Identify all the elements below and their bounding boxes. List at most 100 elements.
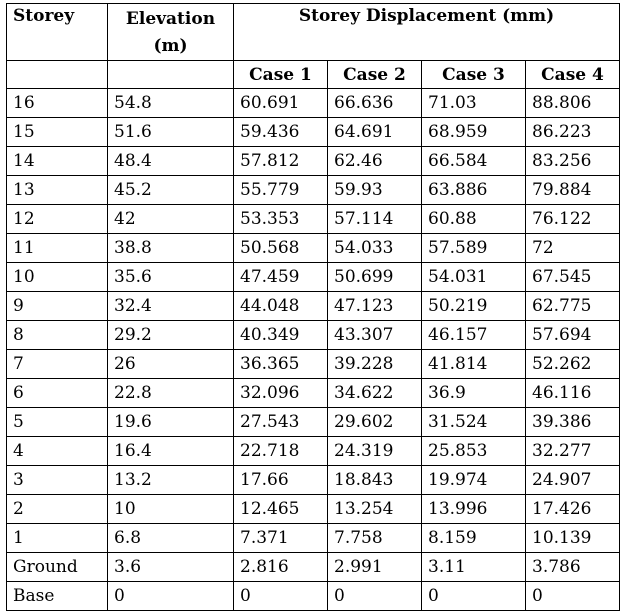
case-4-cell: 0	[525, 581, 620, 611]
table-row: Ground 3.6 2.816 2.991 3.11 3.786	[6, 552, 620, 582]
table-row: 15 51.6 59.436 64.691 68.959 86.223	[6, 117, 620, 147]
elevation-cell: 13.2	[107, 465, 234, 495]
table-row: Base 0 0 0 0 0	[6, 581, 620, 611]
case-3-cell: 19.974	[421, 465, 526, 495]
case-2-cell: 43.307	[327, 320, 422, 350]
case-3-cell: 3.11	[421, 552, 526, 582]
case-4-cell: 24.907	[525, 465, 620, 495]
case-4-cell: 32.277	[525, 436, 620, 466]
table-row: 8 29.2 40.349 43.307 46.157 57.694	[6, 320, 620, 350]
case-1-cell: 12.465	[233, 494, 328, 524]
storey-cell: 4	[6, 436, 108, 466]
case-1-cell: 57.812	[233, 146, 328, 176]
table-row: 13 45.2 55.779 59.93 63.886 79.884	[6, 175, 620, 205]
case-2-cell: 54.033	[327, 233, 422, 263]
case-2-cell: 29.602	[327, 407, 422, 437]
case-4-cell: 62.775	[525, 291, 620, 321]
case-1-cell: 40.349	[233, 320, 328, 350]
storey-cell: 14	[6, 146, 108, 176]
case-3-cell: 8.159	[421, 523, 526, 553]
elevation-cell: 16.4	[107, 436, 234, 466]
case-3-cell: 36.9	[421, 378, 526, 408]
case-4-cell: 83.256	[525, 146, 620, 176]
elevation-cell: 35.6	[107, 262, 234, 292]
case-1-cell: 47.459	[233, 262, 328, 292]
storey-cell: 8	[6, 320, 108, 350]
case-header-row: Case 1 Case 2 Case 3 Case 4	[6, 60, 620, 89]
case-2-cell: 34.622	[327, 378, 422, 408]
case-1-cell: 36.365	[233, 349, 328, 379]
case-2-cell: 50.699	[327, 262, 422, 292]
elevation-cell: 42	[107, 204, 234, 234]
elevation-cell: 26	[107, 349, 234, 379]
table-row: 11 38.8 50.568 54.033 57.589 72	[6, 233, 620, 263]
blank-cell	[107, 60, 234, 89]
storey-displacement-table: Storey Elevation (m) Storey Displacement…	[6, 3, 620, 611]
case-4-cell: 88.806	[525, 88, 620, 118]
case-4-cell: 52.262	[525, 349, 620, 379]
header-case-1: Case 1	[233, 60, 328, 89]
case-4-cell: 39.386	[525, 407, 620, 437]
case-1-cell: 17.66	[233, 465, 328, 495]
case-1-cell: 32.096	[233, 378, 328, 408]
elevation-cell: 48.4	[107, 146, 234, 176]
storey-cell: Ground	[6, 552, 108, 582]
header-case-4: Case 4	[525, 60, 620, 89]
elevation-cell: 10	[107, 494, 234, 524]
storey-cell: 12	[6, 204, 108, 234]
case-3-cell: 71.03	[421, 88, 526, 118]
table-row: 6 22.8 32.096 34.622 36.9 46.116	[6, 378, 620, 408]
table-body: 1 6 54.8 60.691 66.636 71.03 88.806 15 51.6 59.43…	[6, 88, 620, 611]
storey-cell: 7	[6, 349, 108, 379]
case-1-cell: 2.816	[233, 552, 328, 582]
header-case-3: Case 3	[421, 60, 526, 89]
case-3-cell: 31.524	[421, 407, 526, 437]
case-2-cell: 57.114	[327, 204, 422, 234]
case-3-cell: 46.157	[421, 320, 526, 350]
table-row: 2 10 12.465 13.254 13.996 17.426	[6, 494, 620, 524]
case-2-cell: 66.636	[327, 88, 422, 118]
elevation-cell: 32.4	[107, 291, 234, 321]
case-3-cell: 50.219	[421, 291, 526, 321]
case-3-cell: 57.589	[421, 233, 526, 263]
case-3-cell: 60.88	[421, 204, 526, 234]
case-4-cell: 67.545	[525, 262, 620, 292]
case-3-cell: 66.584	[421, 146, 526, 176]
elevation-cell: 29.2	[107, 320, 234, 350]
storey-cell: 9	[6, 291, 108, 321]
case-3-cell: 13.996	[421, 494, 526, 524]
table-row: 10 35.6 47.459 50.699 54.031 67.545	[6, 262, 620, 292]
case-1-cell: 60.691	[233, 88, 328, 118]
case-4-cell: 79.884	[525, 175, 620, 205]
case-2-cell: 7.758	[327, 523, 422, 553]
table-row: 5 19.6 27.543 29.602 31.524 39.386	[6, 407, 620, 437]
case-2-cell: 59.93	[327, 175, 422, 205]
case-1-cell: 55.779	[233, 175, 328, 205]
storey-cell: 3	[6, 465, 108, 495]
storey-cell: 1	[6, 523, 108, 553]
case-3-cell: 68.959	[421, 117, 526, 147]
case-1-cell: 44.048	[233, 291, 328, 321]
storey-cell: 11	[6, 233, 108, 263]
elevation-cell: 19.6	[107, 407, 234, 437]
elevation-cell: 51.6	[107, 117, 234, 147]
case-4-cell: 3.786	[525, 552, 620, 582]
case-1-cell: 50.568	[233, 233, 328, 263]
case-3-cell: 41.814	[421, 349, 526, 379]
case-3-cell: 0	[421, 581, 526, 611]
storey-cell: Base	[6, 581, 108, 611]
case-2-cell: 18.843	[327, 465, 422, 495]
case-2-cell: 39.228	[327, 349, 422, 379]
table-row: 9 32.4 44.048 47.123 50.219 62.775	[6, 291, 620, 321]
storey-cell: 6	[6, 378, 108, 408]
elevation-cell: 54.8	[107, 88, 234, 118]
header-row: Storey Elevation (m) Storey Displacement…	[6, 3, 620, 61]
storey-cell: 13	[6, 175, 108, 205]
case-3-cell: 25.853	[421, 436, 526, 466]
elevation-cell: 6.8	[107, 523, 234, 553]
case-2-cell: 62.46	[327, 146, 422, 176]
case-4-cell: 57.694	[525, 320, 620, 350]
table-row: 14 48.4 57.812 62.46 66.584 83.256	[6, 146, 620, 176]
case-2-cell: 2.991	[327, 552, 422, 582]
case-3-cell: 63.886	[421, 175, 526, 205]
